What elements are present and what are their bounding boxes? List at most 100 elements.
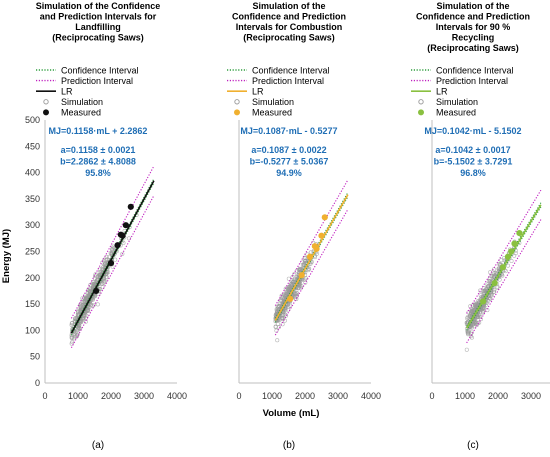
- x-tick-label: 4000: [361, 391, 381, 401]
- y-tick-label: 0: [35, 378, 40, 388]
- legend-swatch: [43, 99, 49, 105]
- simulation-point: [309, 259, 314, 264]
- simulation-point: [69, 323, 74, 328]
- measured-point: [516, 229, 523, 237]
- simulation-point: [466, 330, 471, 335]
- simulation-point: [306, 268, 311, 273]
- regression-stat: a=0.1158 ± 0.0021: [61, 145, 136, 155]
- simulation-point: [78, 304, 83, 309]
- panel-label: (a): [92, 440, 104, 451]
- x-axis-label: Volume (mL): [263, 408, 320, 419]
- simulation-point: [489, 293, 494, 298]
- simulation-point: [285, 287, 290, 292]
- x-tick-label: 1000: [455, 391, 475, 401]
- simulation-point: [104, 254, 109, 259]
- simulation-point: [126, 236, 131, 241]
- simulation-point: [76, 327, 81, 332]
- simulation-point: [120, 251, 125, 256]
- simulation-point: [477, 320, 482, 325]
- simulation-point: [481, 290, 486, 295]
- simulation-point: [83, 319, 88, 324]
- simulation-point: [90, 285, 95, 290]
- prediction-interval-line: [466, 189, 542, 314]
- simulation-point: [102, 279, 107, 284]
- y-tick-label: 500: [25, 115, 40, 125]
- x-tick-label: 2000: [295, 391, 315, 401]
- x-tick-label: 0: [429, 391, 434, 401]
- simulation-point: [100, 285, 105, 290]
- simulation-point: [69, 321, 74, 326]
- measured-point: [107, 259, 115, 267]
- legend-item: Measured: [234, 108, 292, 118]
- x-tick-label: 1000: [262, 391, 282, 401]
- simulation-point: [275, 338, 280, 343]
- simulation-point: [509, 258, 514, 263]
- y-tick-label: 450: [25, 141, 40, 151]
- y-tick-label: 350: [25, 194, 40, 204]
- prediction-interval-line: [70, 165, 155, 319]
- simulation-point: [91, 302, 96, 307]
- chart-title-line: Confidence and Prediction: [416, 12, 530, 22]
- legend-label: Prediction Interval: [61, 76, 133, 86]
- simulation-point: [302, 277, 307, 282]
- measured-point: [504, 253, 511, 260]
- simulation-point: [479, 317, 484, 322]
- simulation-point: [275, 322, 280, 327]
- x-tick-label: 3000: [134, 391, 154, 401]
- measured-point: [318, 232, 325, 239]
- confidence-interval-line: [70, 178, 155, 332]
- x-tick-label: 2000: [488, 391, 508, 401]
- simulation-point: [486, 283, 491, 288]
- simulation-point: [102, 257, 107, 262]
- chart-title-line: Simulation of the: [253, 1, 326, 11]
- y-tick-label: 400: [25, 168, 40, 178]
- simulation-point: [284, 292, 289, 297]
- legend-label: Measured: [436, 108, 476, 118]
- chart-title-line: (Reciprocating Saws): [52, 33, 144, 43]
- simulation-point: [93, 272, 98, 277]
- legend-item: LR: [36, 87, 73, 97]
- legend-item: Confidence Interval: [36, 65, 139, 75]
- simulation-point: [497, 277, 502, 282]
- y-tick-label: 150: [25, 299, 40, 309]
- measured-point: [119, 232, 126, 239]
- simulation-point: [496, 266, 501, 271]
- legend-label: Measured: [61, 108, 101, 118]
- legend-label: Prediction Interval: [252, 76, 324, 86]
- simulation-point: [281, 312, 286, 317]
- simulation-point: [502, 258, 507, 263]
- y-tick-label: 250: [25, 247, 40, 257]
- simulation-point: [296, 285, 301, 290]
- measured-point: [508, 248, 515, 255]
- simulation-point: [503, 269, 508, 274]
- measured-point: [306, 253, 314, 260]
- simulation-point: [279, 298, 284, 303]
- simulation-point: [292, 272, 297, 277]
- legend-label: LR: [252, 87, 264, 97]
- legend-item: Prediction Interval: [36, 76, 133, 86]
- simulation-point: [109, 247, 114, 252]
- legend-item: Prediction Interval: [227, 76, 324, 86]
- simulation-point: [300, 262, 305, 267]
- legend-label: Confidence Interval: [252, 65, 330, 75]
- simulation-point: [513, 251, 518, 256]
- simulation-point: [300, 260, 305, 265]
- legend-label: Confidence Interval: [61, 65, 139, 75]
- regression-stat: 96.8%: [460, 168, 486, 178]
- regression-stat: 95.8%: [85, 168, 111, 178]
- legend-swatch: [43, 109, 49, 116]
- simulation-point: [489, 291, 494, 296]
- confidence-interval-line: [70, 182, 155, 336]
- legend-swatch: [418, 99, 424, 105]
- panel-label: (c): [467, 440, 479, 451]
- simulation-points: [69, 212, 139, 346]
- legend-item: Confidence Interval: [411, 65, 514, 75]
- simulation-point: [279, 293, 284, 298]
- regression-stat: b=2.2862 ± 4.8088: [60, 157, 136, 167]
- regression-line: [70, 180, 155, 334]
- simulation-point: [92, 282, 97, 287]
- simulation-point: [73, 334, 78, 339]
